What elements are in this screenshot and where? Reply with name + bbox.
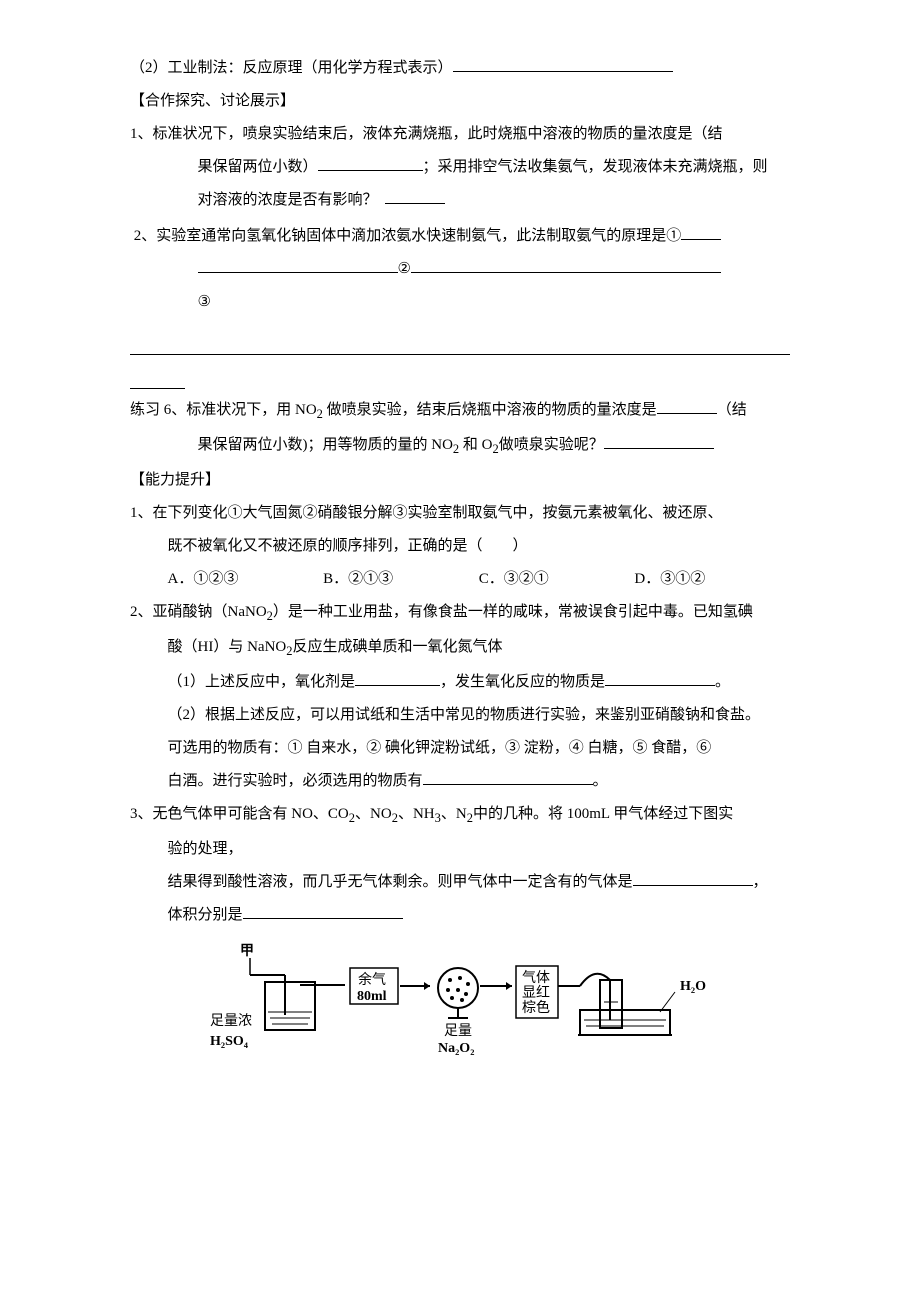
p5-a5: 中的几种。将 100mL 甲气体经过下图实 <box>473 806 733 822</box>
blank-industrial[interactable] <box>453 56 673 72</box>
blank-q2-1[interactable] <box>681 224 721 240</box>
blank-q2-1b[interactable] <box>198 257 398 273</box>
label-xianhong: 显红 <box>522 985 550 1001</box>
p5-line1: 3、无色气体甲可能含有 NO、CO2、NO2、NH3、N2中的几种。将 100m… <box>130 799 790 831</box>
p4-c2: ，发生氧化反应的物质是 <box>440 674 605 690</box>
heading-nengli: 【能力提升】 <box>130 465 790 495</box>
ex6-a2: 做喷泉实验，结束后烧瓶中溶液的物质的量浓度是 <box>323 402 657 418</box>
q2-text-a: 2、实验室通常向氢氧化钠固体中滴加浓氨水快速制氨气，此法制取氨气的原理是① <box>134 228 682 244</box>
options-row: A．①②③ B．②①③ C．③②① D．③①② <box>130 564 790 594</box>
p3-line2: 既不被氧化又不被还原的顺序排列，正确的是（ ） <box>130 531 790 561</box>
q2-line3: ③ <box>130 287 790 317</box>
p5-a2: 、NO <box>355 806 392 822</box>
p4-b2: 反应生成碘单质和一氧化氮气体 <box>292 639 502 655</box>
p4-f: 白酒。进行实验时，必须选用的物质有 <box>168 773 423 789</box>
label-qiti: 气体 <box>522 970 550 986</box>
p5-a3: 、NH <box>398 806 435 822</box>
ex6-b3: 做喷泉实验呢？ <box>499 437 604 453</box>
q1-text-d: 对溶液的浓度是否有影响？ <box>198 192 378 208</box>
p5-c2: ， <box>753 874 768 890</box>
blank-q2-2[interactable] <box>411 257 721 273</box>
ex6-line2: 果保留两位小数)；用等物质的量的 NO2 和 O2做喷泉实验呢？ <box>130 430 790 462</box>
blank-q1a[interactable] <box>318 155 423 171</box>
p4-line5: 可选用的物质有：① 自来水，② 碘化钾淀粉试纸，③ 淀粉，④ 白糖，⑤ 食醋，⑥ <box>130 733 790 763</box>
p5-a: 3、无色气体甲可能含有 NO、CO <box>130 806 349 822</box>
apparatus-diagram: 甲 足量浓 H₂SO₄ 余气 80ml 足量 Na₂O₂ 气体 显红 棕色 H₂… <box>130 940 790 1070</box>
q2-line2: ② <box>130 254 790 284</box>
q2-circled3: ③ <box>198 294 211 310</box>
q1-line2: 果保留两位小数） ；采用排空气法收集氨气，发现液体未充满烧瓶，则 <box>130 152 790 182</box>
blank-p5c[interactable] <box>633 870 753 886</box>
p4-b: 酸（HI）与 NaNO <box>168 639 287 655</box>
q2-circled2: ② <box>398 261 411 277</box>
label-na2o2: Na₂O₂ <box>438 1041 474 1056</box>
label-zuliang2: 足量 <box>444 1023 472 1039</box>
blank-ex6a[interactable] <box>657 398 717 414</box>
option-c[interactable]: C．③②① <box>479 564 635 594</box>
blank-p5d[interactable] <box>243 903 403 919</box>
label-h2so4: H₂SO₄ <box>210 1034 249 1049</box>
p4-line2: 酸（HI）与 NaNO2反应生成碘单质和一氧化氮气体 <box>130 632 790 664</box>
p5-line2: 验的处理， <box>130 834 790 864</box>
p5-a4: 、N <box>441 806 467 822</box>
p4-a2: ）是一种工业用盐，有像食盐一样的咸味，常被误食引起中毒。已知氢碘 <box>273 604 753 620</box>
blank-p4c1[interactable] <box>355 670 440 686</box>
ex6-line1: 练习 6、标准状况下，用 NO2 做喷泉实验，结束后烧瓶中溶液的物质的量浓度是（… <box>130 395 790 427</box>
ex6-b2: 和 O <box>459 437 492 453</box>
q1-line1: 1、标准状况下，喷泉实验结束后，液体充满烧瓶，此时烧瓶中溶液的物质的量浓度是（结 <box>130 119 790 149</box>
p4-line6: 白酒。进行实验时，必须选用的物质有 。 <box>130 766 790 796</box>
label-yuqi: 余气 <box>358 971 386 988</box>
p4-c: （1）上述反应中，氧化剂是 <box>168 674 356 690</box>
label-zuliang1: 足量浓 <box>210 1013 252 1029</box>
p5-line3: 结果得到酸性溶液，而几乎无气体剩余。则甲气体中一定含有的气体是 ， <box>130 867 790 897</box>
heading-hezuo: 【合作探究、讨论展示】 <box>130 86 790 116</box>
p4-line3: （1）上述反应中，氧化剂是 ，发生氧化反应的物质是 。 <box>130 667 790 697</box>
p5-c: 结果得到酸性溶液，而几乎无气体剩余。则甲气体中一定含有的气体是 <box>168 874 633 890</box>
q1-line3: 对溶液的浓度是否有影响？ <box>130 185 790 215</box>
p5-line4: 体积分别是 <box>130 900 790 930</box>
p4-a: 2、亚硝酸钠（NaNO <box>130 604 267 620</box>
blank-p4f[interactable] <box>423 769 593 785</box>
option-a[interactable]: A．①②③ <box>168 564 324 594</box>
line-industrial: （2）工业制法：反应原理（用化学方程式表示） <box>130 53 790 83</box>
option-d[interactable]: D．③①② <box>634 564 790 594</box>
p4-f2: 。 <box>593 773 608 789</box>
q2-line1: 2、实验室通常向氢氧化钠固体中滴加浓氨水快速制氨气，此法制取氨气的原理是① <box>130 221 790 251</box>
label-jia: 甲 <box>240 943 254 959</box>
ex6-b: 果保留两位小数)；用等物质的量的 NO <box>198 437 453 453</box>
label-80ml: 80ml <box>357 989 387 1004</box>
p4-line4: （2）根据上述反应，可以用试纸和生活中常见的物质进行实验，来鉴别亚硝酸钠和食盐。 <box>130 700 790 730</box>
ex6-a3: （结 <box>717 402 747 418</box>
blank-p4c2[interactable] <box>605 670 715 686</box>
blank-q2-3b[interactable] <box>130 361 185 389</box>
option-b[interactable]: B．②①③ <box>323 564 479 594</box>
p4-c3: 。 <box>715 674 730 690</box>
q1-text-c: ；采用排空气法收集氨气，发现液体未充满烧瓶，则 <box>423 159 768 175</box>
text-industrial: （2）工业制法：反应原理（用化学方程式表示） <box>130 60 453 76</box>
label-h2o: H₂O <box>680 979 706 994</box>
blank-q1b[interactable] <box>385 188 445 204</box>
p5-d: 体积分别是 <box>168 907 243 923</box>
ex6-a: 练习 6、标准状况下，用 NO <box>130 402 317 418</box>
p3-line1: 1、在下列变化①大气固氮②硝酸银分解③实验室制取氨气中，按氨元素被氧化、被还原、 <box>130 498 790 528</box>
blank-ex6b[interactable] <box>604 433 714 449</box>
q1-text-b: 果保留两位小数） <box>198 159 318 175</box>
label-zongse: 棕色 <box>522 999 550 1016</box>
p4-line1: 2、亚硝酸钠（NaNO2）是一种工业用盐，有像食盐一样的咸味，常被误食引起中毒。… <box>130 597 790 629</box>
blank-q2-3a[interactable] <box>130 327 790 355</box>
